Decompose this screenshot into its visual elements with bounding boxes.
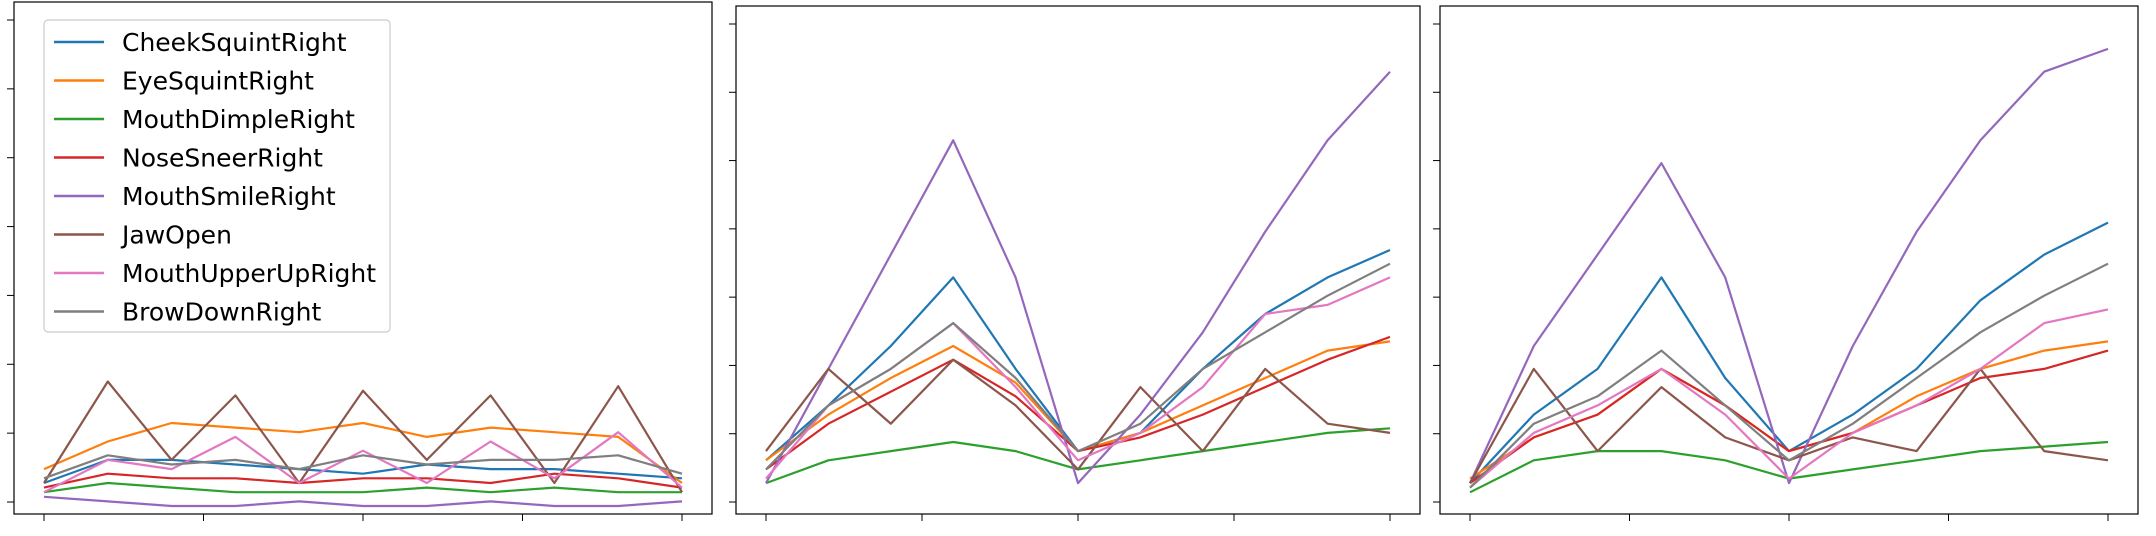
- line-BrowDownRight: [43, 454, 683, 480]
- legend-label: MouthDimpleRight: [122, 105, 355, 134]
- line-JawOpen: [765, 358, 1391, 471]
- line-MouthUpperUpRight: [1469, 308, 2109, 489]
- line-MouthUpperUpRight: [43, 431, 683, 494]
- legend-label: JawOpen: [120, 221, 232, 250]
- line-JawOpen: [43, 380, 683, 493]
- line-BrowDownRight: [1469, 262, 2109, 489]
- axes-frame: [735, 5, 1421, 515]
- line-EyeSquintRight: [43, 421, 683, 484]
- panel-3: [1433, 5, 2139, 521]
- line-MouthSmileRight: [765, 70, 1391, 485]
- legend-label: EyeSquintRight: [122, 67, 314, 96]
- line-NoseSneerRight: [43, 472, 683, 489]
- line-MouthSmileRight: [43, 495, 683, 508]
- line-MouthSmileRight: [1469, 47, 2109, 485]
- legend-label: CheekSquintRight: [122, 28, 347, 57]
- legend: CheekSquintRight EyeSquintRight MouthDimpl…: [43, 19, 391, 333]
- legend-label: MouthSmileRight: [122, 182, 336, 211]
- panel-2: [729, 5, 1421, 521]
- legend-label: BrowDownRight: [122, 298, 321, 327]
- legend-label: NoseSneerRight: [122, 144, 323, 173]
- line-BrowDownRight: [765, 262, 1391, 471]
- legend-label: MouthUpperUpRight: [122, 259, 376, 288]
- line-MouthDimpleRight: [43, 481, 682, 494]
- line-CheekSquintRight: [43, 458, 683, 485]
- legend-box: [43, 19, 391, 333]
